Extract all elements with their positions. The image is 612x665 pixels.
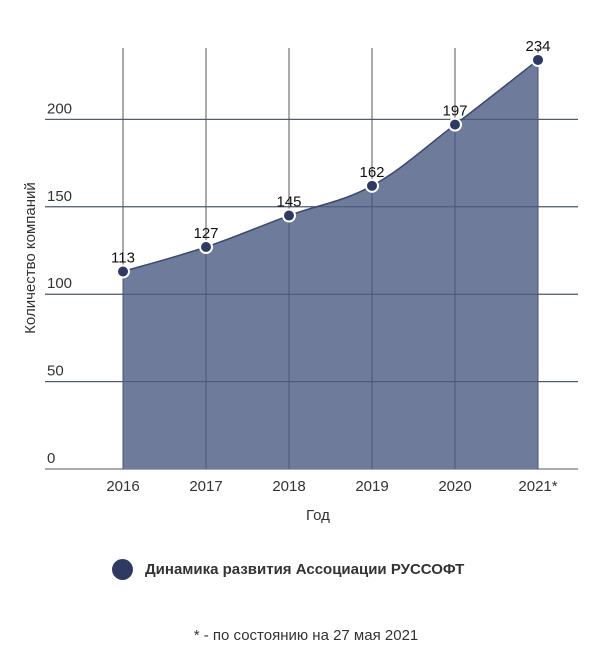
x-tick-label: 2017: [189, 478, 222, 495]
x-tick-label: 2019: [355, 478, 388, 495]
data-label: 234: [525, 38, 550, 55]
area-fill: [123, 59, 538, 470]
y-tick-label: 150: [47, 188, 72, 205]
x-tick-label: 2021*: [518, 478, 557, 495]
data-point: [199, 240, 213, 255]
y-tick-labels: 0 50 100 150 200: [47, 100, 72, 467]
area-chart: 0 50 100 150 200 2016 2017 2018 2019 2020 2021* 1…: [22, 38, 578, 524]
legend: Динамика развития Ассоциации РУССОФТ: [112, 559, 464, 580]
data-markers: [116, 52, 545, 279]
data-labels: 113 127 145 162 197 234: [111, 38, 550, 267]
x-tick-label: 2016: [106, 478, 139, 495]
y-tick-label: 50: [47, 363, 64, 380]
data-label: 113: [111, 249, 135, 266]
data-point: [365, 178, 379, 193]
data-point: [116, 264, 130, 279]
data-label: 145: [276, 194, 301, 211]
y-tick-label: 100: [47, 275, 72, 292]
legend-marker: [112, 559, 133, 580]
x-tick-labels: 2016 2017 2018 2019 2020 2021*: [106, 478, 557, 495]
y-tick-label: 200: [47, 100, 72, 117]
data-label: 127: [193, 225, 218, 242]
data-label: 162: [359, 164, 384, 181]
x-tick-label: 2018: [272, 478, 305, 495]
footnote: * - по состоянию на 27 мая 2021: [193, 627, 419, 644]
legend-label: Динамика развития Ассоциации РУССОФТ: [145, 561, 465, 578]
y-axis-title: Количество компаний: [22, 182, 39, 334]
data-point: [282, 208, 296, 223]
data-label: 197: [442, 103, 467, 120]
x-axis-title: Год: [306, 507, 330, 524]
x-tick-label: 2020: [438, 478, 471, 495]
data-point: [531, 52, 545, 67]
gridline-overlay: [45, 59, 578, 469]
data-point: [448, 117, 462, 132]
y-tick-label: 0: [47, 450, 55, 467]
